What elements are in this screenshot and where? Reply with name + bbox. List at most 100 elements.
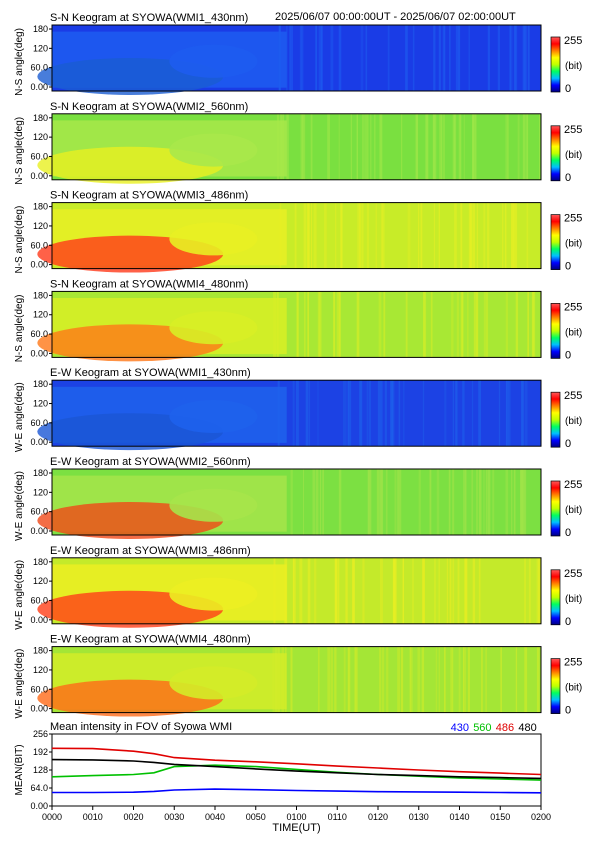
keogram-streak bbox=[438, 202, 440, 269]
keogram-streak bbox=[356, 113, 359, 180]
keogram-streak bbox=[348, 380, 352, 447]
y-tick-label: 120 bbox=[33, 132, 48, 142]
keogram-streak bbox=[492, 469, 495, 535]
y-tick-label: 60.0 bbox=[30, 507, 48, 517]
keogram-streak bbox=[526, 202, 529, 269]
keogram-streak bbox=[354, 646, 357, 713]
colorbar-unit-label: (bit) bbox=[565, 594, 582, 605]
keogram-streak bbox=[412, 25, 415, 91]
keogram-streak bbox=[378, 291, 382, 358]
keogram-streak bbox=[507, 113, 510, 180]
keogram-streak bbox=[524, 380, 528, 447]
keogram-streak bbox=[359, 380, 361, 447]
keogram-streak bbox=[425, 113, 429, 180]
keogram-streak bbox=[459, 113, 462, 180]
keogram-streak bbox=[522, 113, 526, 180]
keogram-streak bbox=[318, 25, 321, 91]
y-tick-label: 120 bbox=[33, 221, 48, 231]
keogram-streak bbox=[480, 646, 483, 713]
keogram-streak bbox=[527, 25, 531, 91]
colorbar-min-label: 0 bbox=[565, 616, 571, 628]
keogram-streak bbox=[478, 469, 482, 535]
keogram-panel: S-N Keogram at SYOWA(WMI2_560nm)180 120 60… bbox=[14, 101, 582, 185]
keogram-streak bbox=[394, 557, 397, 624]
panel-title: E-W Keogram at SYOWA(WMI2_560nm) bbox=[50, 456, 251, 468]
keogram-streak bbox=[318, 646, 320, 713]
keogram-streak bbox=[398, 469, 402, 535]
keogram-streak bbox=[315, 469, 319, 535]
keogram-streak bbox=[505, 291, 509, 358]
keogram-streak bbox=[472, 202, 476, 269]
keogram-panel: S-N Keogram at SYOWA(WMI3_486nm)180 120 60… bbox=[14, 190, 582, 274]
keogram-streak bbox=[299, 25, 303, 91]
keogram-streak bbox=[319, 291, 322, 358]
x-tick-label: 0040 bbox=[205, 812, 225, 822]
keogram-streak bbox=[514, 202, 518, 269]
x-tick-label: 0020 bbox=[123, 812, 143, 822]
colorbar-max-label: 255 bbox=[564, 213, 582, 225]
keogram-streak bbox=[446, 557, 449, 624]
x-tick-label: 0110 bbox=[328, 812, 347, 822]
y-tick-label: 180 bbox=[33, 202, 48, 212]
keogram-streak bbox=[476, 469, 478, 535]
keogram-streak bbox=[393, 557, 397, 624]
keogram-streak bbox=[382, 202, 385, 269]
keogram-streak bbox=[292, 380, 295, 447]
keogram-streak bbox=[336, 291, 340, 358]
keogram-streak bbox=[322, 469, 324, 535]
keogram-streak bbox=[313, 202, 317, 269]
colorbar-unit-label: (bit) bbox=[565, 505, 582, 516]
keogram-streak bbox=[511, 202, 514, 269]
keogram-streak bbox=[539, 113, 541, 180]
y-tick-label: 60.0 bbox=[30, 63, 48, 73]
colorbar-max-label: 255 bbox=[564, 568, 582, 580]
header-time-range: 2025/06/07 00:00:00UT - 2025/06/07 02:00… bbox=[275, 11, 516, 23]
keogram-streak bbox=[278, 646, 281, 713]
y-tick-label: 120 bbox=[33, 399, 48, 409]
keogram-streak bbox=[531, 291, 535, 358]
keogram-streak bbox=[455, 380, 458, 447]
y-tick-label: 0.00 bbox=[30, 615, 48, 625]
keogram-streak bbox=[308, 380, 311, 447]
colorbar-max-label: 255 bbox=[564, 124, 582, 136]
y-tick-label: 0.00 bbox=[30, 260, 48, 270]
keogram-image bbox=[37, 291, 542, 362]
keogram-streak bbox=[415, 113, 419, 180]
x-tick-label: 0200 bbox=[531, 812, 551, 822]
keogram-arc-structure bbox=[169, 311, 258, 345]
colorbar-max-label: 255 bbox=[564, 35, 582, 47]
keogram-streak bbox=[436, 469, 440, 535]
keogram-streak bbox=[465, 469, 467, 535]
keogram-streak bbox=[361, 113, 364, 180]
keogram-streak bbox=[294, 202, 297, 269]
keogram-streak bbox=[276, 291, 279, 358]
keogram-streak bbox=[330, 25, 334, 91]
keogram-streak bbox=[532, 291, 536, 358]
keogram-streak bbox=[343, 380, 347, 447]
keogram-streak bbox=[526, 113, 529, 180]
colorbar-unit-label: (bit) bbox=[565, 416, 582, 427]
keogram-streak bbox=[345, 557, 348, 624]
keogram-streak bbox=[286, 113, 289, 180]
keogram-streak bbox=[457, 557, 460, 624]
keogram-streak bbox=[347, 380, 349, 447]
keogram-streak bbox=[340, 202, 342, 269]
keogram-streak bbox=[312, 469, 316, 535]
keogram-streak bbox=[314, 557, 317, 624]
panel-title: E-W Keogram at SYOWA(WMI4_480nm) bbox=[50, 634, 251, 646]
keogram-streak bbox=[360, 380, 363, 447]
keogram-streak bbox=[361, 202, 364, 269]
keogram-streak bbox=[528, 557, 531, 624]
keogram-streak bbox=[508, 380, 511, 447]
keogram-streak bbox=[304, 291, 306, 358]
keogram-streak bbox=[429, 469, 431, 535]
keogram-streak bbox=[357, 202, 359, 269]
y-tick-label: 60.0 bbox=[30, 418, 48, 428]
keogram-streak bbox=[272, 646, 275, 713]
keogram-streak bbox=[401, 113, 403, 180]
y-tick-label: 60.0 bbox=[30, 684, 48, 694]
keogram-streak bbox=[450, 646, 453, 713]
keogram-streak bbox=[335, 202, 337, 269]
keogram-streak bbox=[483, 469, 485, 535]
keogram-streak bbox=[347, 646, 350, 713]
